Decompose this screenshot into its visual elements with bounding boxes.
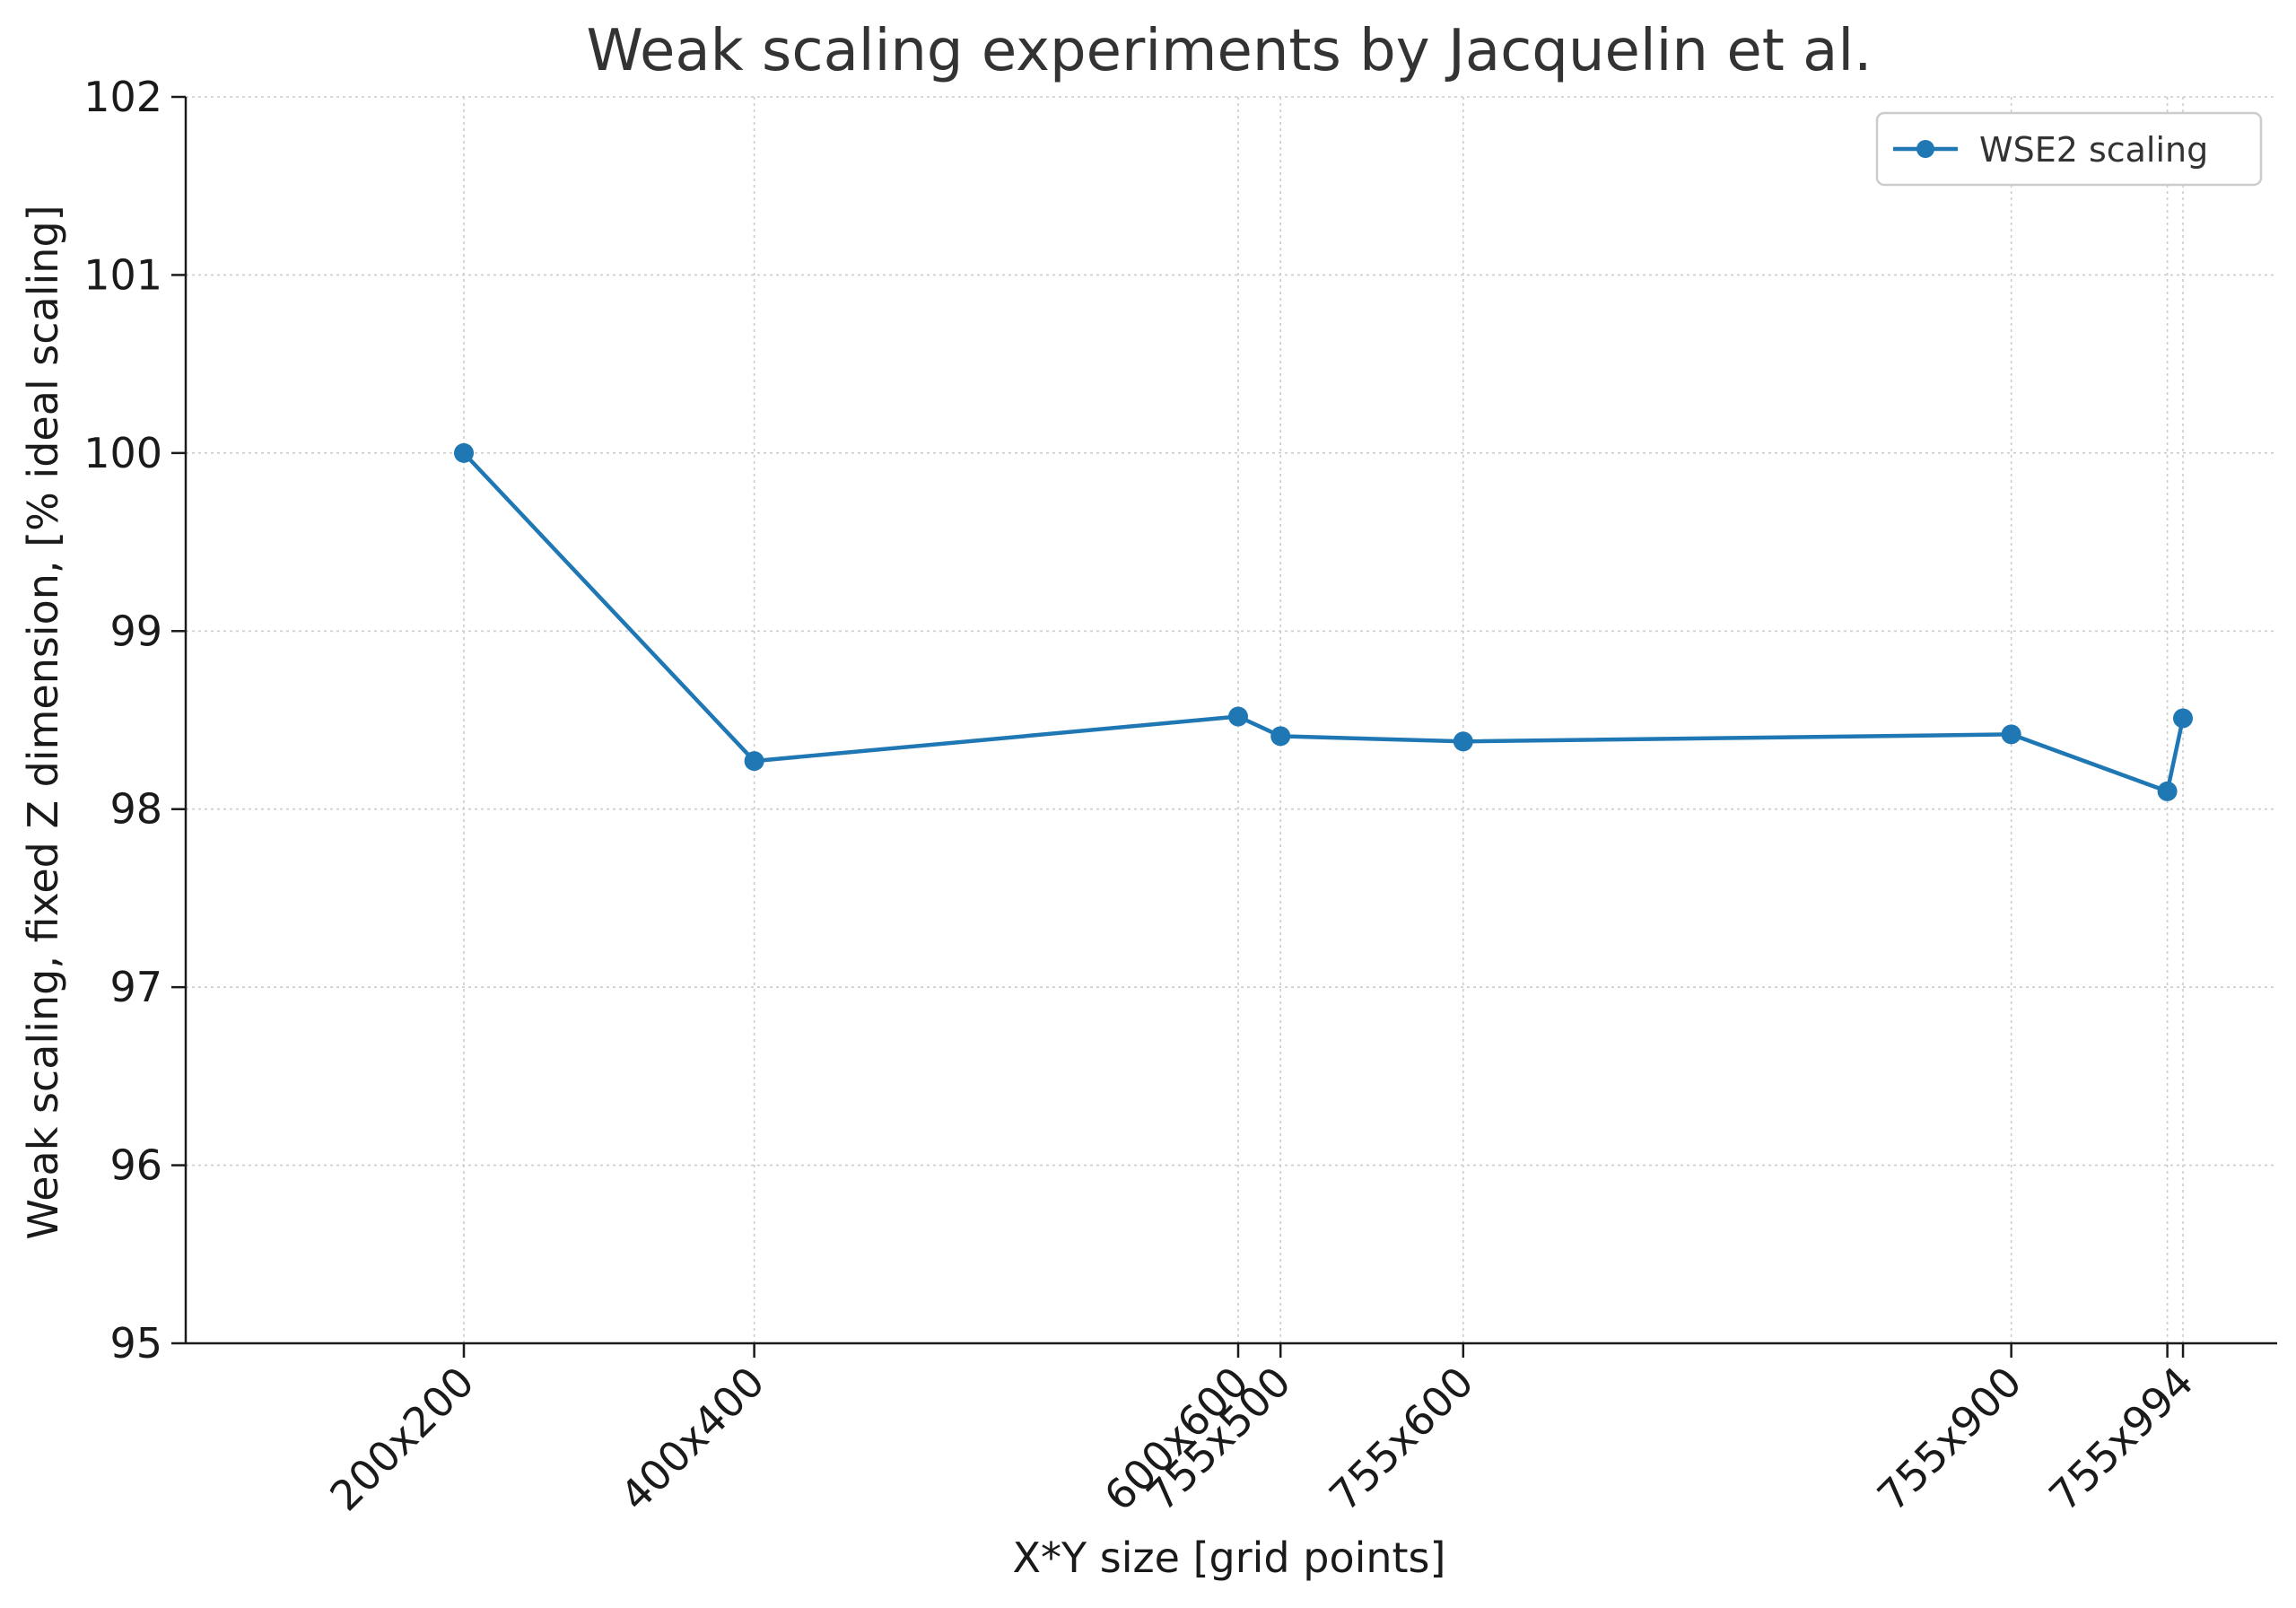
- legend-frame: [1875, 111, 2263, 187]
- data-point: [1270, 726, 1291, 747]
- y-tick-label: 95: [109, 1319, 162, 1368]
- legend-point-marker: [1916, 140, 1934, 158]
- y-tick-label: 99: [109, 607, 162, 655]
- y-tick-label: 98: [109, 785, 162, 834]
- y-tick-label: 100: [83, 429, 162, 477]
- data-point: [1228, 706, 1249, 727]
- x-axis-label: X*Y size [grid points]: [1013, 1534, 1446, 1582]
- y-tick-label: 101: [83, 250, 162, 299]
- legend: WSE2 scaling: [1875, 111, 2263, 187]
- data-point: [1453, 731, 1473, 752]
- axes: [184, 97, 2277, 1345]
- series-line: [461, 450, 2186, 794]
- data-point: [2001, 724, 2021, 745]
- y-tick-label: 96: [109, 1141, 162, 1190]
- series-layer: [454, 442, 2193, 801]
- y-tick-label: 102: [83, 73, 162, 121]
- data-point: [2173, 708, 2193, 729]
- data-point: [454, 442, 474, 463]
- legend-label: WSE2 scaling: [1979, 130, 2208, 170]
- y-tick-label: 97: [109, 963, 162, 1011]
- chart-title: Weak scaling experiments by Jacquelin et…: [587, 18, 1873, 84]
- data-point: [744, 751, 764, 772]
- y-axis-label: Weak scaling, fixed Z dimension, [% idea…: [19, 205, 67, 1239]
- data-point: [2157, 781, 2178, 801]
